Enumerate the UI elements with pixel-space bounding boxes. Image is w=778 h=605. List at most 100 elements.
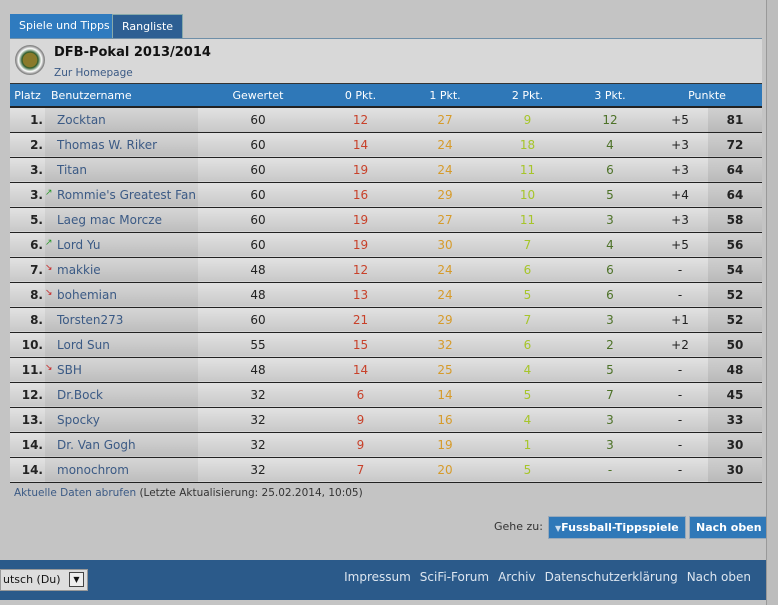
cell-gewertet: 48 [198,282,318,308]
table-row: 14. Dr. Van Gogh 32 9 19 1 3-30 [10,432,762,458]
col-2pkt: 2 Pkt. [487,84,568,108]
username-link[interactable]: Titan [57,162,87,177]
dropdown-arrow-icon[interactable]: ▼ [69,572,84,587]
username-link[interactable]: Laeg mac Morcze [57,212,162,227]
cell-pkt2: 5 [487,382,568,408]
refresh-data-link[interactable]: Aktuelle Daten abrufen [14,487,137,499]
tab-spiele-und-tipps[interactable]: Spiele und Tipps [10,14,119,38]
username-link[interactable]: SBH [57,362,82,377]
username-link[interactable]: Dr.Bock [57,387,104,402]
username-link[interactable]: Zocktan [57,112,106,127]
cell-gewertet: 60 [198,307,318,333]
last-update-text: (Letzte Aktualisierung: 25.02.2014, 10:0… [139,487,363,499]
homepage-link[interactable]: Zur Homepage [54,67,133,79]
cell-rank: 6. [10,232,45,258]
footer-link-impressum[interactable]: Impressum [344,570,411,584]
cell-name[interactable]: Lord Sun [45,332,198,358]
trend-up-icon: ↗ [45,237,53,248]
username-link[interactable]: monochrom [57,462,129,477]
cell-pkt0: 9 [318,432,403,458]
footer-link-datenschutz[interactable]: Datenschutzerklärung [544,570,678,584]
cell-gewertet: 60 [198,207,318,233]
cell-pkt3: 6 [568,257,652,283]
cell-name[interactable]: Dr.Bock [45,382,198,408]
username-link[interactable]: Thomas W. Riker [57,137,158,152]
username-link[interactable]: Rommie's Greatest Fan [57,187,196,202]
cell-punkte: 56 [708,232,762,258]
cell-pkt2: 1 [487,432,568,458]
cell-name[interactable]: Laeg mac Morcze [45,207,198,233]
tab-rangliste[interactable]: Rangliste [112,14,184,38]
cell-pkt1: 32 [403,332,487,358]
back-to-top-button[interactable]: Nach oben [689,516,769,539]
cell-pkt0: 19 [318,207,403,233]
cell-name[interactable]: Dr. Van Gogh [45,432,198,458]
footer-link-scifi-forum[interactable]: SciFi-Forum [419,570,490,584]
cell-bonus: +3 [652,207,708,233]
cell-name[interactable]: Zocktan [45,107,198,133]
cell-punkte: 48 [708,357,762,383]
cell-name[interactable]: Thomas W. Riker [45,132,198,158]
table-row: 7. ↘ makkie 48 12 24 6 6-54 [10,257,762,283]
trend-up-icon: ↗ [45,187,53,198]
cell-pkt2: 6 [487,257,568,283]
cell-gewertet: 32 [198,407,318,433]
cell-pkt2: 9 [487,107,568,133]
trend-down-icon: ↘ [45,287,53,298]
username-link[interactable]: Dr. Van Gogh [57,437,136,452]
table-row: 5. Laeg mac Morcze 60 19 27 11 3 +3 58 [10,207,762,233]
cell-pkt1: 30 [403,232,487,258]
cell-pkt1: 29 [403,182,487,208]
update-info: Aktuelle Daten abrufen (Letzte Aktualisi… [14,487,363,499]
table-row: 8. ↘ bohemian 48 13 24 5 6-52 [10,282,762,308]
cell-name[interactable]: Torsten273 [45,307,198,333]
cell-gewertet: 60 [198,182,318,208]
cell-pkt2: 11 [487,207,568,233]
cell-name[interactable]: ↗ Rommie's Greatest Fan [45,182,198,208]
username-link[interactable]: Lord Sun [57,337,110,352]
cell-name[interactable]: ↘ makkie [45,257,198,283]
cell-pkt0: 14 [318,357,403,383]
footer-link-archiv[interactable]: Archiv [498,570,536,584]
cell-pkt2: 5 [487,457,568,483]
goto-forum-button[interactable]: ▼Fussball-Tippspiele [548,516,686,539]
footer-link-nach-oben[interactable]: Nach oben [686,570,751,584]
cell-name[interactable]: ↘ SBH [45,357,198,383]
language-select[interactable]: utsch (Du) ▼ [0,569,88,591]
cell-name[interactable]: Titan [45,157,198,183]
cell-name[interactable]: monochrom [45,457,198,483]
username-link[interactable]: makkie [57,262,101,277]
cell-name[interactable]: ↘ bohemian [45,282,198,308]
cell-pkt1: 27 [403,207,487,233]
cell-rank: 7. [10,257,45,283]
cell-rank: 13. [10,407,45,433]
cell-pkt0: 9 [318,407,403,433]
cell-pkt3: 6 [568,282,652,308]
cell-pkt2: 11 [487,157,568,183]
cell-bonus: - [652,382,708,408]
table-row: 3. Titan 60 19 24 11 6 +3 64 [10,157,762,183]
cell-name[interactable]: ↗ Lord Yu [45,232,198,258]
cell-name[interactable]: Spocky [45,407,198,433]
cell-punkte: 52 [708,307,762,333]
cell-rank: 8. [10,282,45,308]
username-link[interactable]: bohemian [57,287,117,302]
username-link[interactable]: Spocky [57,412,100,427]
cell-punkte: 33 [708,407,762,433]
cell-pkt2: 7 [487,232,568,258]
cell-pkt3: 12 [568,107,652,133]
table-row: 11. ↘ SBH 48 14 25 4 5-48 [10,357,762,383]
cell-gewertet: 60 [198,157,318,183]
scrollbar[interactable] [766,0,778,605]
chevron-down-icon: ▼ [555,524,562,533]
cell-gewertet: 55 [198,332,318,358]
cell-punkte: 52 [708,282,762,308]
cell-bonus: +3 [652,132,708,158]
cell-bonus: - [652,257,708,283]
cell-pkt1: 24 [403,282,487,308]
cell-rank: 8. [10,307,45,333]
username-link[interactable]: Torsten273 [57,312,124,327]
cell-punkte: 30 [708,432,762,458]
cell-rank: 3. [10,182,45,208]
username-link[interactable]: Lord Yu [57,237,101,252]
